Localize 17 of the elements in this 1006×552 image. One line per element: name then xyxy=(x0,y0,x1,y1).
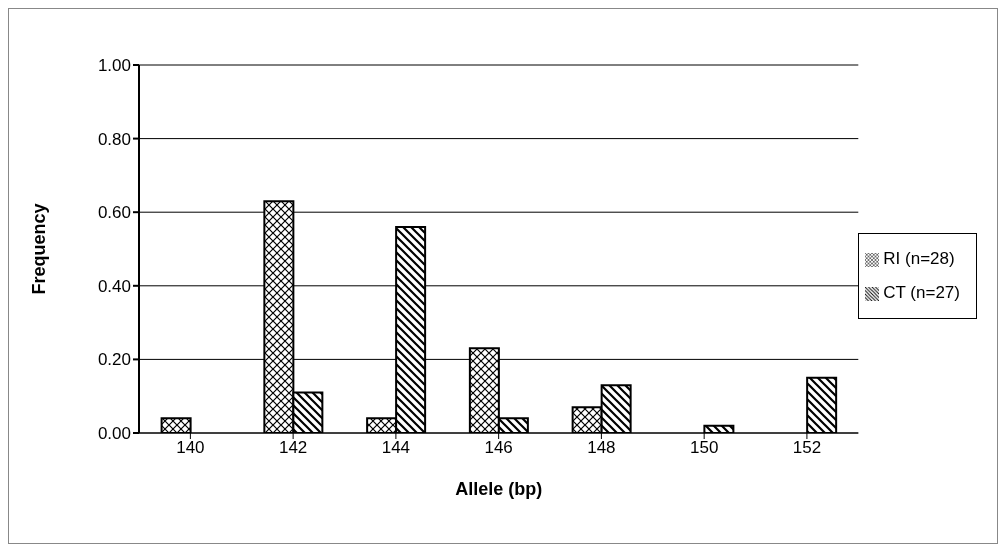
x-tick-label: 144 xyxy=(381,438,411,458)
y-tick-label: 1.00 xyxy=(97,56,131,76)
x-tick-label: 152 xyxy=(792,438,822,458)
y-axis-title: Frequency xyxy=(29,203,50,295)
legend-label: RI (n=28) xyxy=(883,249,955,268)
x-tick-label: 140 xyxy=(176,438,205,458)
legend-label: CT (n=27) xyxy=(883,283,960,302)
y-tick-label: 0.40 xyxy=(97,276,131,296)
y-tick-label: 0.20 xyxy=(97,350,131,370)
y-tick-label: 0.60 xyxy=(97,203,131,223)
y-tick-label: 0.80 xyxy=(97,129,131,149)
x-tick-label: 148 xyxy=(587,438,616,458)
y-tick-label: 0.00 xyxy=(97,424,131,444)
x-tick-label: 142 xyxy=(278,438,308,458)
x-tick-label: 150 xyxy=(689,438,719,458)
x-axis-title: Allele (bp) xyxy=(455,479,543,499)
x-tick-label: 146 xyxy=(484,438,513,458)
